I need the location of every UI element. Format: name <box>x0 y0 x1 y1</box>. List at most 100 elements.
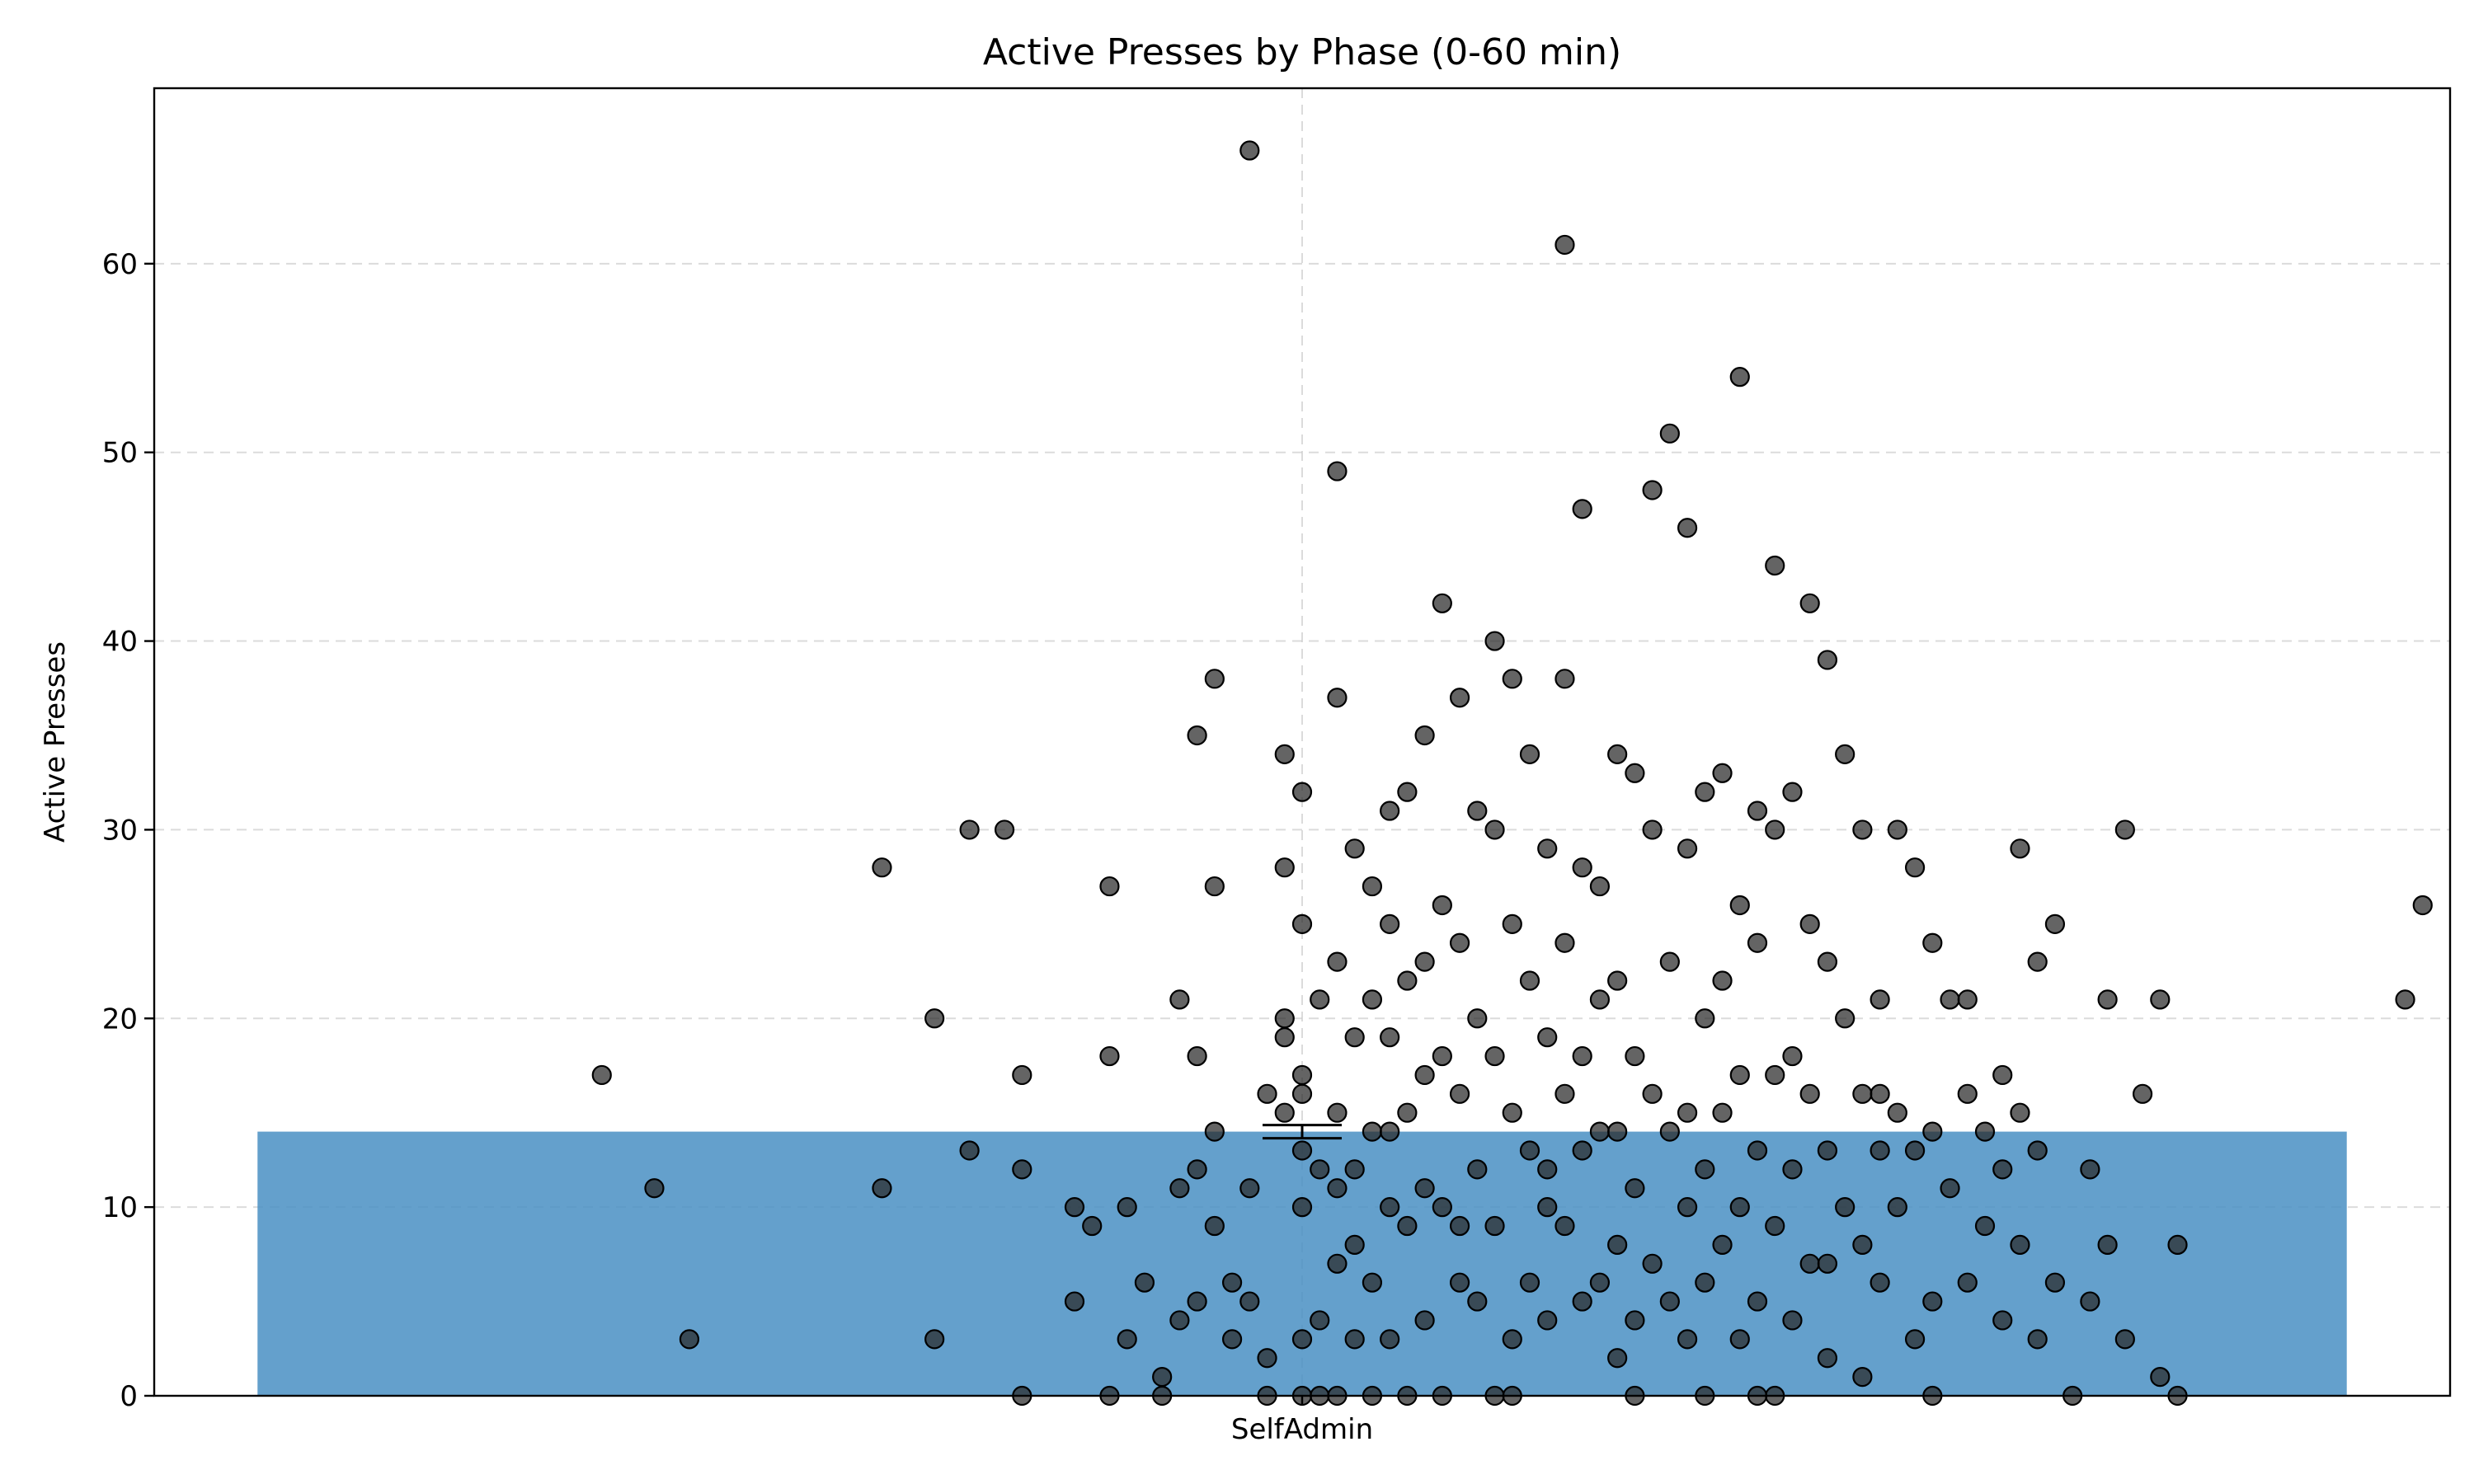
data-point <box>1974 1215 1996 1237</box>
data-point <box>1327 951 1348 972</box>
data-point <box>1344 1159 1365 1180</box>
data-point <box>1922 932 1943 953</box>
data-point <box>1799 1253 1820 1274</box>
y-tick-label: 30 <box>102 814 138 847</box>
data-point <box>1554 1083 1575 1104</box>
data-point <box>1397 1102 1418 1123</box>
data-point <box>1432 1045 1452 1067</box>
data-point <box>1799 913 1820 934</box>
data-point <box>1554 1215 1575 1237</box>
data-point <box>1677 518 1698 538</box>
data-point <box>2010 1102 2030 1123</box>
data-point <box>1449 1083 1470 1104</box>
data-point <box>591 1064 612 1086</box>
data-point <box>872 1178 892 1199</box>
y-axis-label: Active Presses <box>39 641 72 843</box>
data-point <box>1852 1234 1873 1256</box>
data-point <box>1957 1083 1978 1104</box>
data-point <box>1449 1215 1470 1237</box>
data-point <box>1572 857 1592 878</box>
data-point <box>1870 1272 1890 1293</box>
data-point <box>1712 970 1733 991</box>
data-point <box>1397 782 1418 802</box>
data-point <box>1274 1102 1295 1123</box>
data-point <box>1799 593 1820 613</box>
data-point <box>2010 838 2030 859</box>
data-point <box>1519 970 1540 991</box>
data-point <box>1519 1272 1540 1293</box>
data-point <box>1887 1102 1907 1123</box>
data-point <box>1380 1329 1400 1350</box>
data-point <box>1291 782 1313 802</box>
data-point <box>1099 1045 1120 1067</box>
data-point <box>1607 1121 1628 1142</box>
data-point <box>1187 1159 1207 1180</box>
data-point <box>1537 1310 1558 1331</box>
data-point <box>1380 1027 1400 1048</box>
data-point <box>1625 1178 1645 1199</box>
data-point <box>1327 1178 1348 1199</box>
data-point <box>1625 763 1645 783</box>
data-point <box>2132 1083 2153 1104</box>
data-point <box>2080 1291 2100 1312</box>
data-point <box>1572 499 1592 519</box>
data-point <box>1414 951 1435 972</box>
data-point <box>1519 1140 1540 1161</box>
data-point <box>1449 688 1470 708</box>
x-axis: SelfAdmin <box>1231 1396 1373 1446</box>
data-point <box>1974 1121 1996 1142</box>
data-point <box>1291 1197 1313 1218</box>
data-point <box>1957 1272 1978 1293</box>
data-point <box>1362 1272 1383 1293</box>
error-bar <box>1263 1124 1342 1140</box>
data-point <box>1747 1291 1768 1312</box>
data-point <box>1169 1178 1190 1199</box>
data-point <box>1729 1329 1750 1350</box>
data-point <box>1677 838 1698 859</box>
data-point <box>1344 1329 1365 1350</box>
data-point <box>1502 1329 1522 1350</box>
data-point <box>1327 461 1348 481</box>
data-point <box>1782 1045 1803 1067</box>
y-tick-label: 10 <box>102 1191 138 1224</box>
data-point <box>1992 1159 2013 1180</box>
data-point <box>1291 1329 1313 1350</box>
data-point <box>1380 1121 1400 1142</box>
data-point <box>1397 970 1418 991</box>
data-point <box>1729 895 1750 916</box>
data-point <box>1117 1197 1137 1218</box>
data-point <box>1642 819 1663 840</box>
data-point <box>1607 1348 1628 1369</box>
data-point <box>1572 1045 1592 1067</box>
data-point <box>1659 1291 1680 1312</box>
data-point <box>1852 819 1873 840</box>
data-point <box>1782 1310 1803 1331</box>
data-point <box>2027 1329 2048 1350</box>
data-point <box>1187 1045 1207 1067</box>
data-point <box>1607 1234 1628 1256</box>
data-point <box>1117 1329 1137 1350</box>
data-point <box>2114 1329 2135 1350</box>
data-point <box>1765 819 1785 840</box>
data-point <box>1817 951 1838 972</box>
data-point <box>2027 951 2048 972</box>
data-point <box>1274 1027 1295 1048</box>
data-point <box>1204 1215 1225 1237</box>
data-point <box>872 857 892 878</box>
data-point <box>1765 1064 1785 1086</box>
data-point <box>1537 1027 1558 1048</box>
data-point <box>1695 1008 1715 1029</box>
data-point <box>1554 669 1575 689</box>
y-tick-label: 20 <box>102 1003 138 1036</box>
data-point <box>1432 593 1452 613</box>
data-point <box>1362 1121 1383 1142</box>
data-point <box>1414 1064 1435 1086</box>
data-point <box>2097 989 2118 1010</box>
data-point <box>1432 1197 1452 1218</box>
data-point <box>1940 989 1960 1010</box>
data-point <box>1852 1083 1873 1104</box>
data-point <box>1221 1272 1243 1293</box>
data-point <box>1589 876 1611 897</box>
data-point <box>1677 1329 1698 1350</box>
data-point <box>1747 932 1768 953</box>
